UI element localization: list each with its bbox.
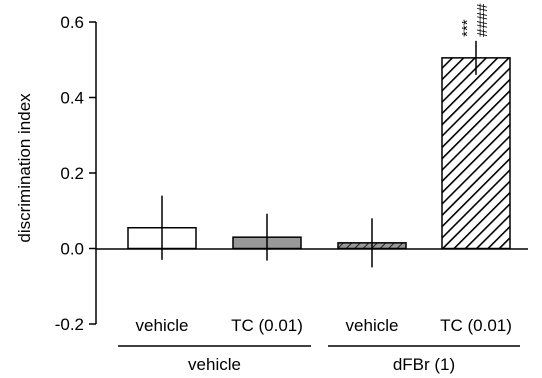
y-ticks: -0.2 0.0 0.2 0.4 0.6 <box>55 13 96 334</box>
y-tick-label: 0.0 <box>60 240 84 259</box>
bars <box>127 57 511 250</box>
significance-marker: #### <box>474 3 491 37</box>
x-tick-label: TC (0.01) <box>231 316 303 335</box>
y-tick-label: -0.2 <box>55 315 84 334</box>
y-tick-label: 0.4 <box>60 89 84 108</box>
x-tick-label: TC (0.01) <box>440 316 512 335</box>
bar-4 <box>441 57 511 250</box>
x-tick-label: vehicle <box>346 316 399 335</box>
significance-marker: *** <box>459 19 476 37</box>
y-tick-label: 0.6 <box>60 13 84 32</box>
x-tick-labels: vehicle TC (0.01) vehicle TC (0.01) <box>136 316 512 335</box>
y-axis-label: discrimination index <box>15 93 34 243</box>
error-bars <box>161 40 477 268</box>
y-tick-label: 0.2 <box>60 164 84 183</box>
annotations: ***#### <box>459 3 491 37</box>
group-labels: vehicle dFBr (1) <box>118 345 520 374</box>
x-tick-label: vehicle <box>136 316 189 335</box>
group-label: vehicle <box>188 355 241 374</box>
group-label: dFBr (1) <box>393 355 455 374</box>
